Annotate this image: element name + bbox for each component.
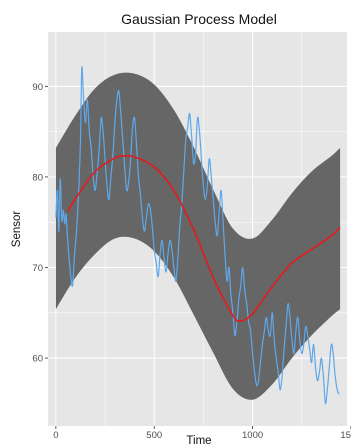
axis-ticks: 0 500 1000 1500 60 70 80 90 <box>32 82 351 441</box>
confidence-band-layer <box>55 72 341 400</box>
x-tick-label: 1500 <box>340 430 351 441</box>
mean-series-layer <box>67 155 341 323</box>
y-tick-label: 80 <box>32 172 43 183</box>
chart-title: Gaussian Process Model <box>121 11 277 27</box>
y-tick-label: 70 <box>32 263 43 274</box>
y-tick-label: 90 <box>32 82 43 93</box>
y-tick-label: 60 <box>32 354 43 365</box>
observed-series-layer <box>55 66 340 405</box>
y-axis-label: Sensor <box>11 211 23 248</box>
x-tick-label: 0 <box>53 430 58 441</box>
x-axis-label: Time <box>186 435 211 446</box>
observed-series-line <box>55 66 340 405</box>
x-tick-label: 500 <box>146 430 162 441</box>
confidence-band <box>55 72 341 400</box>
x-tick-label: 1000 <box>242 430 263 441</box>
mean-series-line <box>67 155 341 323</box>
